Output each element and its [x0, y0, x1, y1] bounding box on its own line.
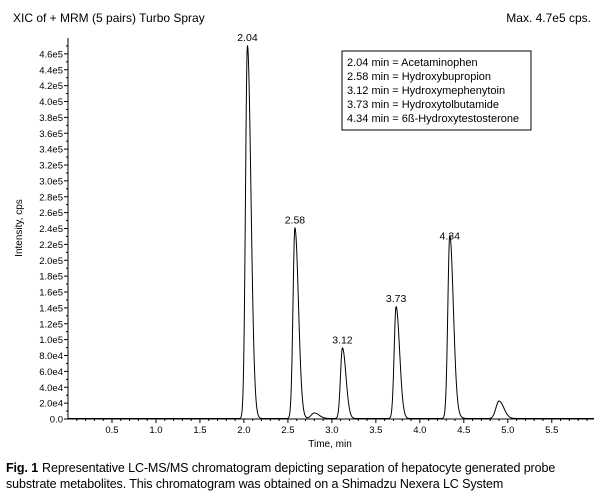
x-tick-label: 4.5 [457, 425, 470, 436]
y-tick-label: 3.0e5 [39, 176, 63, 187]
y-tick-label: 3.2e5 [39, 161, 63, 172]
y-tick-label: 4.2e5 [39, 81, 63, 92]
x-tick-label: 1.5 [193, 425, 206, 436]
y-tick-label: 2.0e4 [39, 399, 63, 410]
y-tick-label: 3.8e5 [39, 113, 63, 124]
y-tick-label: 4.4e5 [39, 65, 63, 76]
peak-label: 2.58 [285, 215, 306, 227]
x-tick-label: 5.0 [501, 425, 514, 436]
y-tick-label: 0.0 [50, 415, 63, 426]
y-axis-ticks: 0.0 2.0e4 4.0e4 6.0e4 8.0e4 1.0e5 1.2e5 1.4e5 1.… [39, 45, 68, 426]
x-tick-label: 2.5 [281, 425, 294, 436]
y-tick-label: 8.0e4 [39, 351, 63, 362]
y-tick-label: 2.6e5 [39, 208, 63, 219]
y-tick-label: 1.6e5 [39, 288, 63, 299]
legend-entry: 2.04 min = Acetaminophen [347, 57, 478, 69]
y-axis-label: Intensity, cps [14, 199, 25, 257]
legend-entry: 3.12 min = Hydroxymephenytoin [347, 85, 505, 97]
y-tick-label: 4.0e4 [39, 383, 63, 394]
chart-title: XIC of + MRM (5 pairs) Turbo Spray [13, 11, 205, 25]
x-axis-ticks: 0.5 1.0 1.5 2.0 2.5 3.0 3.5 4.0 4.5 5.0 5.5 [76, 419, 588, 436]
y-tick-label: 1.4e5 [39, 303, 63, 314]
x-tick-label: 1.0 [149, 425, 162, 436]
y-tick-label: 1.0e5 [39, 335, 63, 346]
legend-entry: 2.58 min = Hydroxybupropion [347, 71, 491, 83]
y-tick-label: 2.2e5 [39, 240, 63, 251]
y-tick-label: 4.6e5 [39, 49, 63, 60]
x-tick-label: 5.5 [545, 425, 558, 436]
peak-label: 2.04 [237, 32, 258, 44]
peak-label: 4.34 [440, 230, 461, 242]
y-tick-label: 1.2e5 [39, 319, 63, 330]
figure-caption: Fig. 1 Representative LC-MS/MS chromatogr… [6, 460, 604, 492]
y-tick-label: 2.8e5 [39, 192, 63, 203]
figure-caption-label: Fig. 1 [6, 461, 39, 475]
x-tick-label: 2.0 [237, 425, 250, 436]
y-tick-label: 2.4e5 [39, 224, 63, 235]
legend-entry: 3.73 min = Hydroxytolbutamide [347, 99, 499, 111]
y-tick-label: 2.0e5 [39, 256, 63, 267]
chromatogram-chart: XIC of + MRM (5 pairs) Turbo Spray Max. … [13, 11, 594, 450]
x-tick-label: 3.5 [369, 425, 382, 436]
y-tick-label: 3.4e5 [39, 145, 63, 156]
x-tick-label: 3.0 [325, 425, 338, 436]
legend-box: 2.04 min = Acetaminophen 2.58 min = Hydr… [341, 50, 532, 131]
peak-label: 3.12 [332, 334, 353, 346]
chart-max-intensity: Max. 4.7e5 cps. [506, 11, 591, 25]
y-tick-label: 1.8e5 [39, 272, 63, 283]
y-tick-label: 4.0e5 [39, 97, 63, 108]
legend-entry: 4.34 min = 6ß-Hydroxytestosterone [347, 113, 519, 125]
figure-caption-text: Representative LC-MS/MS chromatogram dep… [6, 461, 556, 491]
peak-labels: 2.04 2.58 3.12 3.73 4.34 [237, 32, 460, 346]
y-tick-label: 3.6e5 [39, 129, 63, 140]
chromatogram-trace [68, 45, 594, 420]
x-axis-label: Time, min [308, 439, 352, 450]
y-tick-label: 6.0e4 [39, 367, 63, 378]
peak-label: 3.73 [386, 293, 407, 305]
x-tick-label: 0.5 [105, 425, 118, 436]
x-tick-label: 4.0 [413, 425, 426, 436]
